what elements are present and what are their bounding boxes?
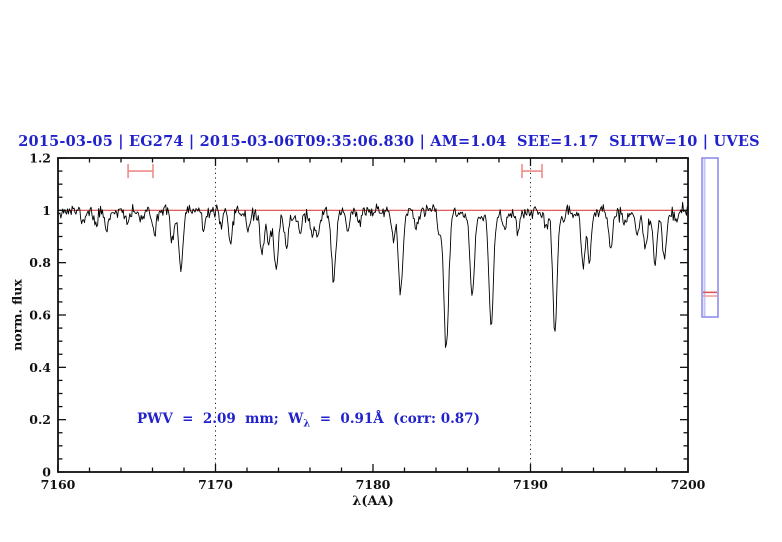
- y-tick-label: 0.6: [29, 308, 51, 323]
- y-tick-label: 0.4: [29, 360, 51, 375]
- y-tick-label: 1: [42, 203, 51, 218]
- spectrum-line: [57, 201, 688, 348]
- x-tick-label: 7190: [513, 477, 548, 492]
- pwv-annotation-subscript: λ: [303, 418, 311, 430]
- x-tick-label: 7200: [671, 477, 706, 492]
- x-tick-label: 7160: [41, 477, 76, 492]
- y-tick-label: 0.8: [29, 255, 51, 270]
- y-axis-label: norm. flux: [9, 279, 25, 351]
- side-gauge: [701, 157, 719, 318]
- y-tick-label: 0.2: [29, 412, 51, 427]
- x-tick-label: 7180: [356, 477, 391, 492]
- pwv-annotation-suffix: = 0.91Å (corr: 0.87): [310, 411, 480, 427]
- plot-title: 2015-03-05 | EG274 | 2015-03-06T09:35:06…: [18, 133, 760, 150]
- y-tick-label: 1.2: [29, 151, 51, 166]
- y-tick-label: 0: [42, 465, 51, 480]
- x-tick-label: 7170: [198, 477, 233, 492]
- pwv-annotation: PWV = 2.09 mm; Wλ = 0.91Å (corr: 0.87): [137, 411, 480, 430]
- pwv-annotation-prefix: PWV = 2.09 mm; W: [137, 411, 304, 427]
- x-axis-label: λ(AA): [352, 494, 394, 509]
